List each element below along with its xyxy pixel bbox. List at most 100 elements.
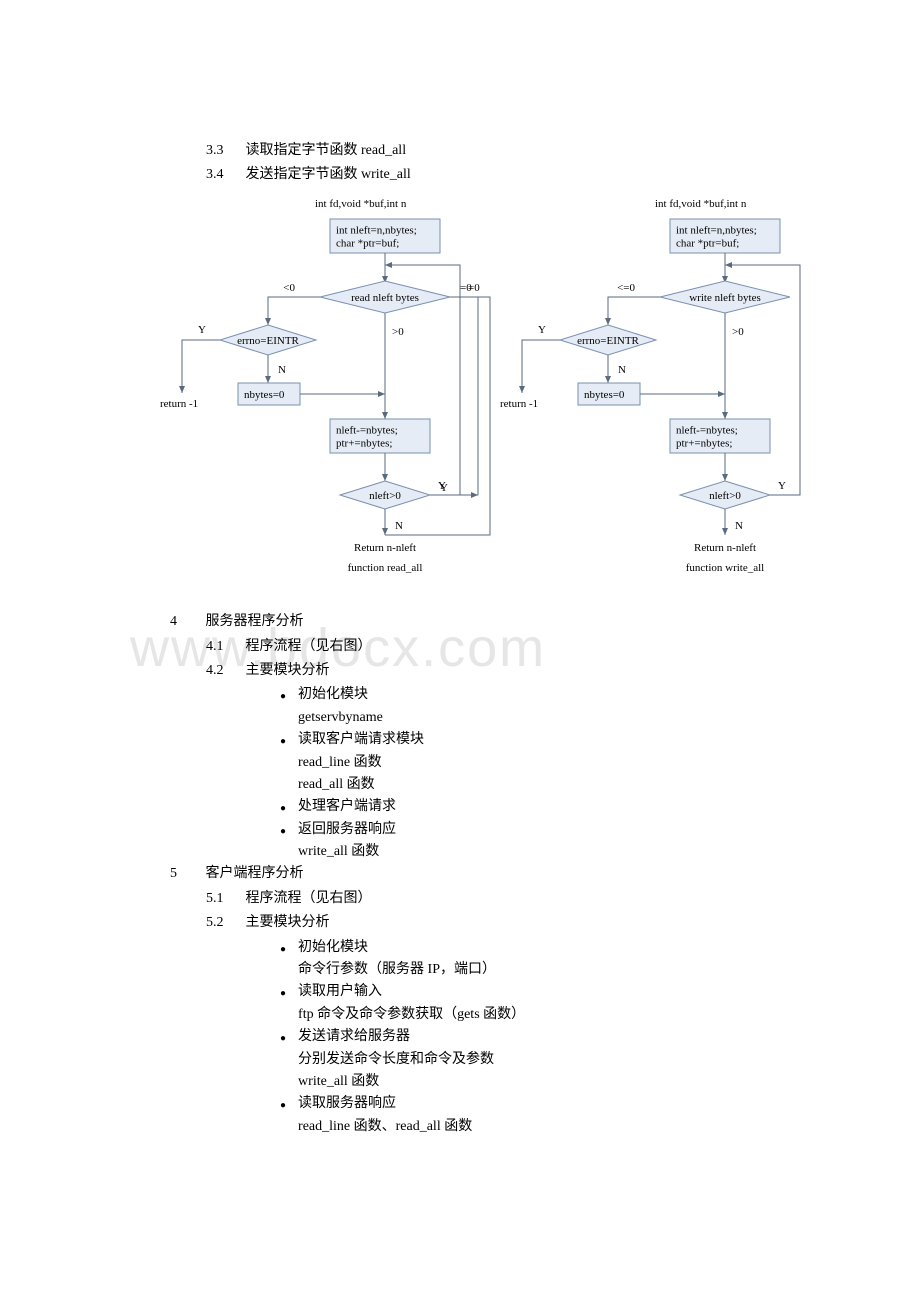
- sec4-b2-line1: read_line 函数: [298, 752, 382, 774]
- svg-text:write nleft bytes: write nleft bytes: [689, 292, 760, 304]
- sec5-b2-title: 读取用户输入: [298, 981, 382, 1003]
- sec5-b3-title: 发送请求给服务器: [298, 1026, 410, 1048]
- svg-text:ptr+=nbytes;: ptr+=nbytes;: [676, 437, 732, 449]
- sec5-1: 5.1 程序流程（见右图）: [170, 888, 750, 910]
- svg-text:N: N: [395, 520, 403, 532]
- sec4-b2-line2: read_all 函数: [298, 774, 375, 796]
- sec5-2-num: 5.2: [206, 912, 242, 934]
- svg-text:<=0: <=0: [617, 282, 635, 294]
- svg-text:int nleft=n,nbytes;: int nleft=n,nbytes;: [676, 224, 757, 236]
- sec4-b3: ● 处理客户端请求: [280, 796, 750, 818]
- toc-3-3-text: 读取指定字节函数 read_all: [246, 143, 407, 158]
- sec4-b1-l1: ●getservbyname: [280, 707, 750, 729]
- sec5-b1: ● 初始化模块: [280, 937, 750, 959]
- svg-text:N: N: [735, 520, 743, 532]
- svg-text:int nleft=n,nbytes;: int nleft=n,nbytes;: [336, 224, 417, 236]
- svg-text:int fd,void *buf,int n: int fd,void *buf,int n: [315, 198, 407, 210]
- sec5-b4-title: 读取服务器响应: [298, 1093, 396, 1115]
- sec4-1-text: 程序流程（见右图）: [246, 639, 372, 654]
- bullet-icon: ●: [280, 986, 286, 1002]
- svg-text:>0: >0: [732, 326, 744, 338]
- sec5-header: 5 客户端程序分析: [170, 863, 750, 885]
- sec4-b4: ● 返回服务器响应: [280, 819, 750, 841]
- svg-text:int fd,void *buf,int n: int fd,void *buf,int n: [655, 198, 747, 210]
- svg-text:>0: >0: [392, 326, 404, 338]
- svg-text:nleft-=nbytes;: nleft-=nbytes;: [676, 424, 738, 436]
- sec5-b1-line1: 命令行参数（服务器 IP，端口）: [298, 959, 496, 981]
- sec5-b3-l2: ●write_all 函数: [280, 1071, 750, 1093]
- svg-text:nleft-=nbytes;: nleft-=nbytes;: [336, 424, 398, 436]
- sec4-2-num: 4.2: [206, 660, 242, 682]
- svg-text:read nleft bytes: read nleft bytes: [351, 292, 419, 304]
- sec5-b2-l1: ●ftp 命令及命令参数获取（gets 函数）: [280, 1004, 750, 1026]
- bullet-icon: ●: [280, 689, 286, 705]
- sec4-num: 4: [170, 611, 202, 633]
- sec4-b4-line1: write_all 函数: [298, 841, 379, 863]
- sec5-2: 5.2 主要模块分析: [170, 912, 750, 934]
- sec5-b4-line1: read_line 函数、read_all 函数: [298, 1116, 472, 1138]
- bullet-icon: ●: [280, 942, 286, 958]
- sec5-1-text: 程序流程（见右图）: [246, 891, 372, 906]
- sec5-b2: ● 读取用户输入: [280, 981, 750, 1003]
- sec5-b4: ● 读取服务器响应: [280, 1093, 750, 1115]
- bullet-icon: ●: [280, 801, 286, 817]
- svg-text:Y: Y: [778, 480, 786, 492]
- svg-text:Y: Y: [438, 480, 446, 492]
- svg-text:return -1: return -1: [160, 398, 198, 410]
- sec4-b2-title: 读取客户端请求模块: [298, 729, 424, 751]
- sec5-b4-l1: ●read_line 函数、read_all 函数: [280, 1116, 750, 1138]
- sec4-1-num: 4.1: [206, 636, 242, 658]
- toc-3-3: 3.3 读取指定字节函数 read_all: [170, 140, 750, 162]
- sec5-2-text: 主要模块分析: [246, 915, 330, 930]
- sec5-title: 客户端程序分析: [206, 866, 304, 881]
- svg-text:Y: Y: [198, 324, 206, 336]
- sec5-b3-l1: ●分别发送命令长度和命令及参数: [280, 1049, 750, 1071]
- sec5-b3: ● 发送请求给服务器: [280, 1026, 750, 1048]
- svg-text:ptr+=nbytes;: ptr+=nbytes;: [336, 437, 392, 449]
- toc-3-4: 3.4 发送指定字节函数 write_all: [170, 164, 750, 186]
- sec4-b2-l1: ●read_line 函数: [280, 752, 750, 774]
- svg-text:N: N: [278, 364, 286, 376]
- sec5-b3-line1: 分别发送命令长度和命令及参数: [298, 1049, 494, 1071]
- svg-text:<0: <0: [283, 282, 295, 294]
- sec4-b3-title: 处理客户端请求: [298, 796, 396, 818]
- flowcharts-svg: int fd,void *buf,int n int nleft=n,nbytes…: [160, 195, 840, 595]
- sec5-1-num: 5.1: [206, 888, 242, 910]
- bullet-icon: ●: [280, 1098, 286, 1114]
- flowchart-container: int fd,void *buf,int n int nleft=n,nbytes…: [160, 195, 840, 603]
- sec4-header: 4 服务器程序分析: [170, 611, 750, 633]
- svg-text:char *ptr=buf;: char *ptr=buf;: [676, 237, 739, 249]
- svg-text:function read_all: function read_all: [348, 562, 423, 574]
- svg-text:char *ptr=buf;: char *ptr=buf;: [336, 237, 399, 249]
- sec5-b2-line1: ftp 命令及命令参数获取（gets 函数）: [298, 1004, 525, 1026]
- sec5-b1-title: 初始化模块: [298, 937, 368, 959]
- svg-text:nleft>0: nleft>0: [709, 490, 741, 502]
- svg-text:Y: Y: [538, 324, 546, 336]
- toc-3-3-num: 3.3: [206, 140, 242, 162]
- sec4-b4-l1: ●write_all 函数: [280, 841, 750, 863]
- svg-text:nbytes=0: nbytes=0: [584, 389, 625, 401]
- svg-text:Return n-nleft: Return n-nleft: [694, 542, 756, 554]
- bullet-icon: ●: [280, 734, 286, 750]
- sec4-1: 4.1 程序流程（见右图）: [170, 636, 750, 658]
- sec4-b2-l2: ●read_all 函数: [280, 774, 750, 796]
- sec4-title: 服务器程序分析: [206, 614, 304, 629]
- svg-text:nleft>0: nleft>0: [369, 490, 401, 502]
- svg-text:Return n-nleft: Return n-nleft: [354, 542, 416, 554]
- svg-text:nbytes=0: nbytes=0: [244, 389, 285, 401]
- sec4-b1-line1: getservbyname: [298, 707, 383, 729]
- svg-text:return -1: return -1: [500, 398, 538, 410]
- svg-text:=0: =0: [468, 282, 480, 294]
- sec4-b2: ● 读取客户端请求模块: [280, 729, 750, 751]
- sec5-num: 5: [170, 863, 202, 885]
- bullet-icon: ●: [280, 1031, 286, 1047]
- page-content: 3.3 读取指定字节函数 read_all 3.4 发送指定字节函数 write…: [170, 140, 750, 1138]
- sec4-b1-title: 初始化模块: [298, 684, 368, 706]
- sec4-2-text: 主要模块分析: [246, 663, 330, 678]
- sec4-2: 4.2 主要模块分析: [170, 660, 750, 682]
- sec4-b4-title: 返回服务器响应: [298, 819, 396, 841]
- bullet-icon: ●: [280, 824, 286, 840]
- svg-text:errno=EINTR: errno=EINTR: [577, 335, 639, 347]
- svg-text:function write_all: function write_all: [686, 562, 765, 574]
- svg-text:errno=EINTR: errno=EINTR: [237, 335, 299, 347]
